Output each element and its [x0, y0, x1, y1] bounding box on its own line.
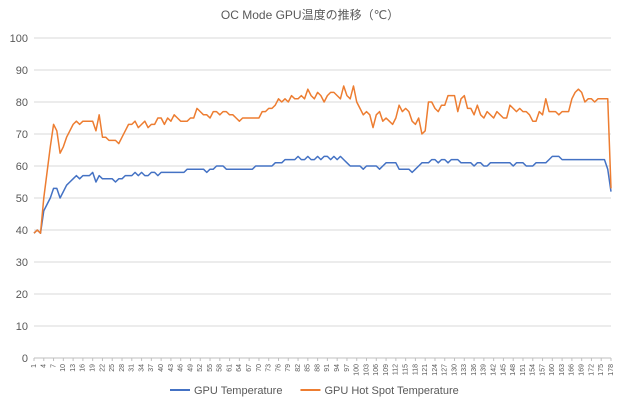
- x-tick-label: 1: [31, 364, 38, 368]
- x-tick-label: 13: [70, 364, 77, 372]
- y-tick-label: 20: [16, 289, 28, 301]
- y-tick-label: 90: [16, 65, 28, 77]
- x-tick-label: 28: [119, 364, 126, 372]
- x-tick-label: 142: [490, 364, 497, 376]
- x-tick-label: 85: [305, 364, 312, 372]
- x-tick-label: 151: [520, 364, 527, 376]
- x-tick-label: 139: [481, 364, 488, 376]
- x-tick-label: 166: [569, 364, 576, 376]
- x-tick-label: 40: [158, 364, 165, 372]
- x-tick-label: 154: [530, 364, 537, 376]
- x-tick-label: 109: [383, 364, 390, 376]
- x-tick-label: 121: [422, 364, 429, 376]
- x-tick-label: 43: [168, 364, 175, 372]
- x-tick-label: 112: [393, 364, 400, 375]
- x-tick-label: 34: [138, 364, 145, 372]
- x-tick-label: 106: [373, 364, 380, 376]
- y-tick-label: 100: [10, 33, 28, 45]
- y-tick-label: 0: [22, 353, 28, 365]
- x-tick-label: 97: [344, 364, 351, 372]
- x-tick-label: 127: [442, 364, 449, 376]
- chart-title: OC Mode GPU温度の推移（℃）: [221, 7, 399, 22]
- x-tick-label: 175: [598, 364, 605, 376]
- x-tick-label: 31: [129, 364, 136, 372]
- x-tick-label: 46: [178, 364, 185, 372]
- x-tick-label: 7: [50, 364, 57, 368]
- x-tick-label: 124: [432, 364, 439, 376]
- x-tick-label: 136: [471, 364, 478, 376]
- x-tick-label: 25: [109, 364, 116, 372]
- x-tick-label: 4: [41, 364, 48, 368]
- gridlines: [34, 37, 611, 359]
- x-tick-label: 160: [549, 364, 556, 376]
- x-tick-label: 172: [588, 364, 595, 376]
- x-tick-label: 76: [275, 364, 282, 372]
- x-tick-label: 82: [295, 364, 302, 372]
- x-tick-label: 88: [314, 364, 321, 372]
- x-tick-label: 58: [217, 364, 224, 372]
- x-tick-label: 163: [559, 364, 566, 376]
- x-tick-label: 157: [539, 364, 546, 376]
- legend: GPU Temperature GPU Hot Spot Temperature: [170, 385, 459, 397]
- x-tick-label: 178: [608, 364, 615, 376]
- x-tick-label: 52: [197, 364, 204, 372]
- x-tick-label: 100: [354, 364, 361, 376]
- x-tick-label: 70: [256, 364, 263, 372]
- x-tick-label: 133: [461, 364, 468, 376]
- legend-label: GPU Hot Spot Temperature: [324, 385, 458, 397]
- x-tick-label: 115: [402, 364, 409, 375]
- y-tick-label: 60: [16, 161, 28, 173]
- x-tick-label: 130: [451, 364, 458, 376]
- series-line: [33, 85, 612, 234]
- x-tick-label: 10: [60, 364, 67, 372]
- y-tick-label: 50: [16, 193, 28, 205]
- series-line: [33, 155, 612, 234]
- x-tick-label: 61: [226, 364, 233, 372]
- x-tick-label: 22: [99, 364, 106, 372]
- y-tick-label: 30: [16, 257, 28, 269]
- y-axis-ticks: 0 10 20 30 40 50 60 70 80 90 100: [10, 33, 28, 365]
- x-axis-ticks: 1 4 7 10 13 16 19 22 25 28 31 34 37 40 43 46 49 52 55 58 61 6…: [31, 358, 615, 376]
- x-tick-label: 73: [266, 364, 273, 372]
- x-tick-label: 16: [80, 364, 87, 372]
- x-tick-label: 145: [500, 364, 507, 376]
- x-tick-label: 118: [412, 364, 419, 375]
- x-tick-label: 94: [334, 364, 341, 372]
- y-tick-label: 10: [16, 321, 28, 333]
- x-tick-label: 169: [579, 364, 586, 376]
- y-tick-label: 70: [16, 129, 28, 141]
- x-tick-label: 55: [207, 364, 214, 372]
- legend-label: GPU Temperature: [194, 385, 282, 397]
- x-tick-label: 49: [187, 364, 194, 372]
- x-tick-label: 103: [363, 364, 370, 376]
- x-tick-label: 19: [90, 364, 97, 372]
- y-tick-label: 80: [16, 97, 28, 109]
- x-tick-label: 79: [285, 364, 292, 372]
- x-tick-label: 37: [148, 364, 155, 372]
- x-tick-label: 64: [236, 364, 243, 372]
- series-lines: [33, 85, 612, 234]
- x-tick-label: 91: [324, 364, 331, 372]
- y-tick-label: 40: [16, 225, 28, 237]
- x-tick-label: 148: [510, 364, 517, 376]
- x-tick-label: 67: [246, 364, 253, 372]
